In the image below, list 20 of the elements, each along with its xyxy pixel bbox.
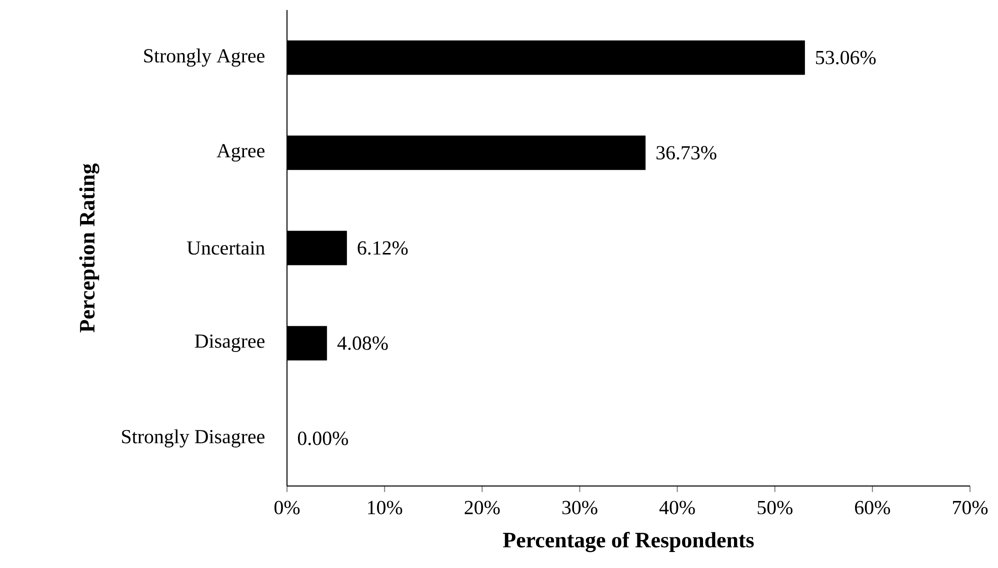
y-axis-title: Perception Rating — [79, 164, 100, 332]
y-tick-label: Strongly Disagree — [122, 429, 264, 448]
data-label: 4.08% — [337, 336, 388, 350]
y-tick-label: Agree — [216, 144, 264, 162]
y-tick-label: Strongly Agree — [144, 48, 264, 67]
data-label: 53.06% — [816, 50, 876, 64]
x-tick-label: 40% — [659, 500, 695, 514]
x-tick-label: 70% — [953, 500, 988, 514]
x-tick-label: 0% — [274, 500, 300, 514]
x-tick-label: 10% — [368, 500, 402, 514]
x-tick-label: 30% — [562, 500, 598, 514]
y-tick-label: Uncertain — [187, 241, 265, 255]
data-label: 0.00% — [298, 432, 348, 446]
data-label: 6.12% — [358, 241, 408, 255]
x-axis-title: Percentage of Respondents — [503, 532, 754, 552]
y-tick-label: Disagree — [194, 334, 264, 352]
x-tick-label: 50% — [758, 500, 792, 514]
x-tick-label: 20% — [464, 500, 500, 514]
data-label: 36.73% — [656, 146, 716, 160]
x-tick-label: 60% — [855, 500, 890, 514]
